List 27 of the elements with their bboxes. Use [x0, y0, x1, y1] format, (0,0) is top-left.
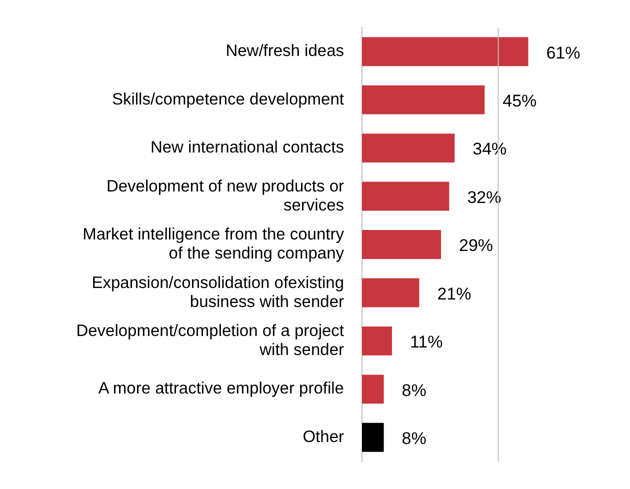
y-tick-label: Expansion/consolidation ofexisting business with sender	[92, 274, 344, 311]
data-label: 21%	[437, 284, 472, 304]
bar	[362, 85, 485, 114]
y-tick-label: Market intelligence from the country of the sending company	[82, 226, 345, 263]
y-tick-label: New/fresh ideas	[226, 42, 344, 60]
bar	[362, 230, 442, 259]
y-tick-label: Development of new products or services	[106, 177, 344, 214]
bar	[362, 278, 420, 308]
data-label: 32%	[467, 188, 502, 207]
y-tick-label: New international contacts	[150, 138, 344, 157]
y-tick-label: Skills/competence development	[112, 90, 344, 108]
bar	[362, 134, 455, 163]
bar	[362, 37, 528, 66]
data-label: 8%	[402, 429, 426, 448]
data-label: 45%	[502, 92, 537, 111]
data-label: 34%	[472, 140, 507, 159]
bar	[362, 422, 384, 452]
y-tick-label: Other	[302, 428, 344, 446]
bar	[362, 374, 384, 404]
bar	[362, 182, 450, 211]
bar	[362, 326, 392, 356]
data-label: 8%	[402, 380, 426, 400]
data-label: 29%	[459, 236, 494, 256]
data-label: 11%	[410, 332, 443, 352]
data-label: 61%	[546, 43, 580, 62]
y-tick-label: A more attractive employer profile	[98, 380, 344, 398]
y-tick-label: Development/completion of a project with sender	[76, 322, 344, 359]
